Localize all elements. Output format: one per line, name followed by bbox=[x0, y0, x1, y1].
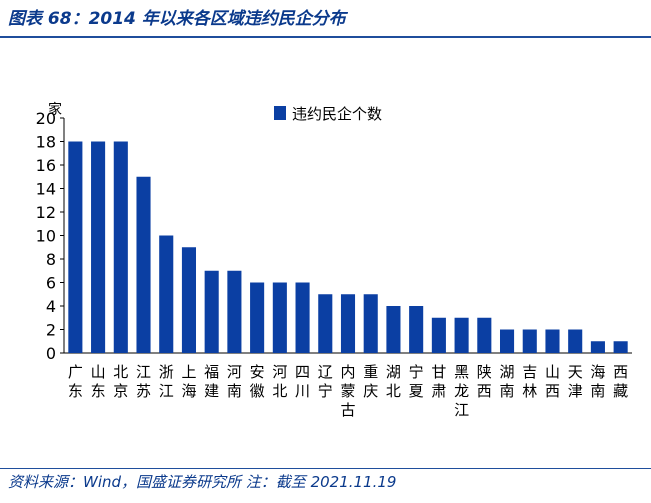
source-note: 资料来源：Wind，国盛证券研究所 注：截至 2021.11.19 bbox=[8, 473, 397, 491]
category-label: 甘肃 bbox=[431, 363, 446, 400]
category-label: 北京 bbox=[113, 363, 128, 400]
category-label: 广东 bbox=[68, 363, 83, 400]
bar bbox=[227, 270, 242, 353]
footer-divider bbox=[0, 468, 651, 469]
y-tick-label: 12 bbox=[36, 203, 56, 222]
y-tick-label: 16 bbox=[36, 156, 56, 175]
category-label: 湖北 bbox=[386, 363, 401, 400]
bar bbox=[590, 341, 605, 353]
bar bbox=[159, 235, 174, 353]
title-divider bbox=[0, 36, 651, 38]
category-label: 上海 bbox=[181, 363, 196, 400]
bar bbox=[113, 141, 128, 353]
category-label: 辽宁 bbox=[318, 363, 333, 400]
category-label: 西藏 bbox=[613, 363, 628, 400]
bar bbox=[613, 341, 628, 353]
category-label: 天津 bbox=[568, 363, 583, 400]
bar bbox=[386, 306, 401, 353]
category-label: 陕西 bbox=[477, 363, 492, 400]
bar bbox=[545, 329, 560, 353]
y-tick-label: 10 bbox=[36, 227, 56, 246]
bar bbox=[136, 176, 151, 353]
bar bbox=[295, 282, 310, 353]
bar bbox=[91, 141, 106, 353]
bar bbox=[363, 294, 378, 353]
category-label: 湖南 bbox=[500, 363, 515, 400]
category-labels: 广东山东北京江苏浙江上海福建河南安徽河北四川辽宁内蒙古重庆湖北宁夏甘肃黑龙江陕西… bbox=[68, 363, 628, 419]
y-tick-label: 14 bbox=[36, 180, 56, 199]
bar bbox=[204, 270, 219, 353]
y-tick-labels: 0 2 4 6 8 10 12 14 16 18 20家 bbox=[36, 101, 62, 363]
bars bbox=[68, 141, 628, 353]
bar bbox=[477, 317, 492, 353]
category-label: 河北 bbox=[272, 363, 287, 400]
bar bbox=[499, 329, 515, 353]
bar bbox=[181, 247, 197, 353]
bar-chart: 0 2 4 6 8 10 12 14 16 18 20家 广东山东北京江苏浙江上海福建河南安徽河北四… bbox=[36, 101, 632, 419]
category-label: 安徽 bbox=[250, 363, 265, 400]
figure-title: 图表 68：2014 年以来各区域违约民企分布 bbox=[8, 9, 346, 29]
legend: 违约民企个数 bbox=[274, 105, 382, 123]
y-unit-label: 家 bbox=[48, 101, 62, 118]
legend-swatch bbox=[274, 106, 286, 120]
bar bbox=[431, 317, 446, 353]
category-label: 黑龙江 bbox=[454, 363, 469, 419]
category-label: 福建 bbox=[204, 363, 219, 400]
category-label: 宁夏 bbox=[409, 363, 424, 400]
category-label: 河南 bbox=[227, 363, 242, 400]
y-tick-label: 0 bbox=[46, 344, 56, 363]
y-tick-label: 2 bbox=[46, 321, 56, 340]
bar bbox=[340, 294, 356, 353]
y-tick-label: 4 bbox=[46, 297, 56, 316]
category-label: 内蒙古 bbox=[340, 363, 355, 419]
category-label: 吉林 bbox=[522, 363, 537, 400]
y-tick-label: 18 bbox=[36, 133, 56, 152]
y-tick-label: 8 bbox=[46, 250, 56, 269]
category-label: 浙江 bbox=[159, 363, 174, 400]
bar bbox=[250, 282, 265, 353]
bar bbox=[409, 306, 424, 353]
bar bbox=[68, 141, 83, 353]
category-label: 重庆 bbox=[363, 363, 378, 400]
category-label: 江苏 bbox=[136, 363, 151, 400]
bar bbox=[568, 329, 583, 353]
bar bbox=[272, 282, 287, 353]
category-label: 海南 bbox=[590, 363, 605, 400]
bar bbox=[454, 317, 469, 353]
y-tick-label: 6 bbox=[46, 274, 56, 293]
bar bbox=[318, 294, 333, 353]
bar bbox=[522, 329, 537, 353]
category-label: 山西 bbox=[545, 363, 560, 400]
y-tick-label: 20 bbox=[36, 109, 56, 128]
category-label: 四川 bbox=[295, 363, 310, 400]
legend-label: 违约民企个数 bbox=[292, 105, 382, 123]
category-label: 山东 bbox=[91, 363, 106, 400]
